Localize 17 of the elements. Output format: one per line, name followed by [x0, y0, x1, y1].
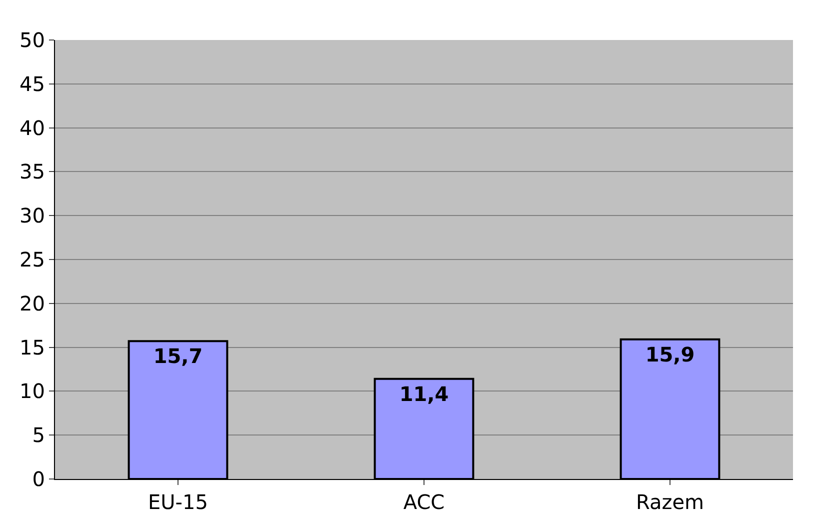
y-tick-label: 25	[20, 248, 45, 272]
y-tick-label: 15	[20, 335, 45, 360]
y-tick-label: 20	[20, 291, 45, 316]
data-label: 15,7	[153, 344, 203, 368]
y-tick-label: 5	[32, 423, 45, 448]
y-tick-label: 0	[32, 467, 45, 491]
y-tick-label: 40	[20, 116, 45, 140]
y-tick-label: 45	[20, 72, 45, 96]
data-label: 11,4	[399, 382, 449, 406]
x-tick-label: ACC	[403, 490, 445, 514]
data-label: 15,9	[645, 342, 695, 366]
y-tick-label: 50	[20, 28, 45, 52]
y-tick-label: 30	[20, 204, 45, 228]
y-tick-label: 35	[20, 160, 45, 184]
y-tick-label: 10	[20, 379, 45, 404]
x-tick-label: Razem	[636, 490, 704, 514]
x-tick-label: EU-15	[148, 490, 208, 514]
